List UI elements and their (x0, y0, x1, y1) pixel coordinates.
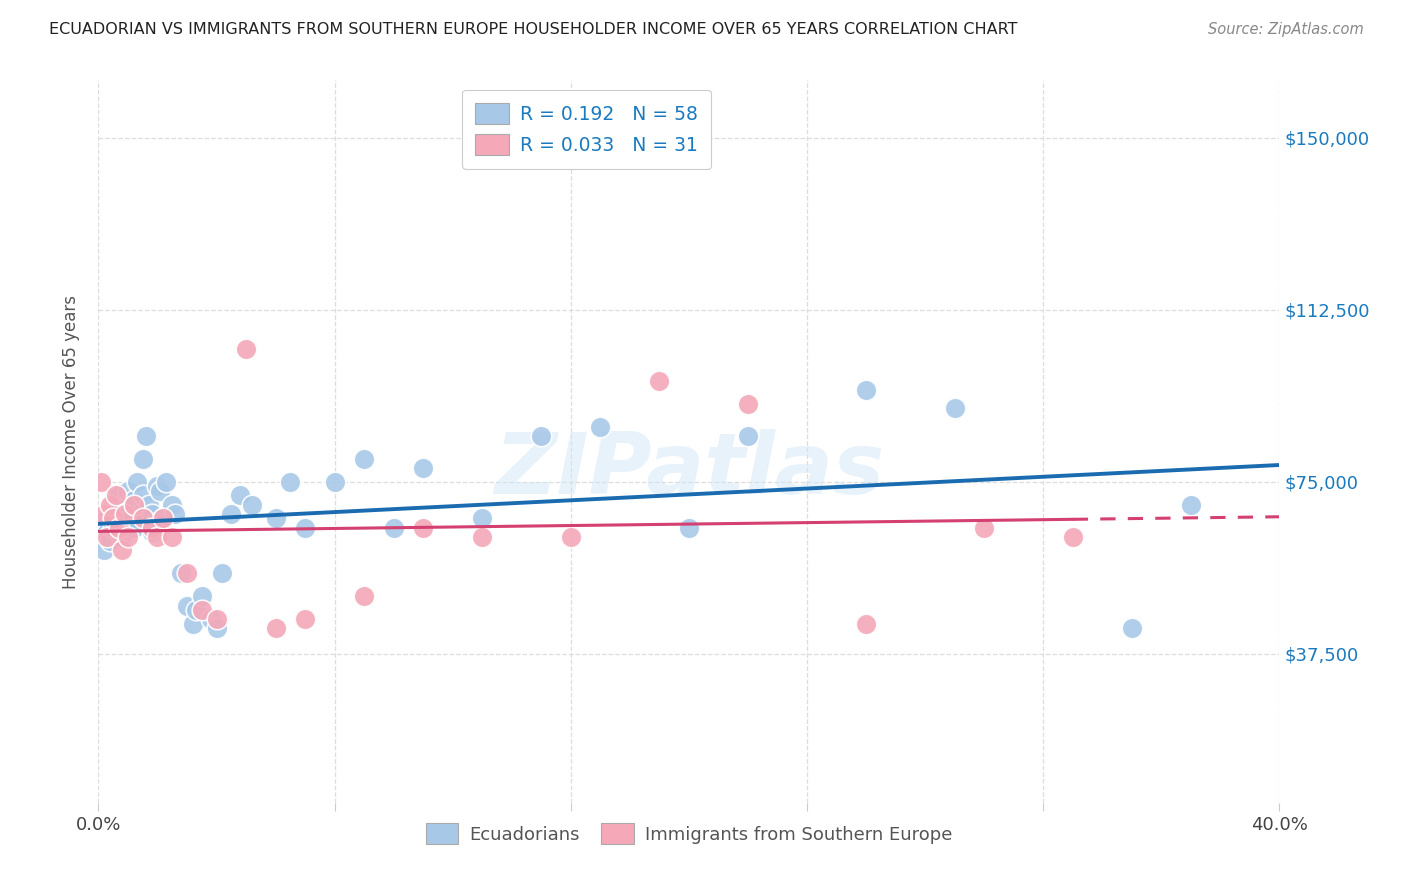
Point (943, 401, 966, 416)
Point (132, 451, 155, 466)
Point (205, 622, 228, 636)
Point (184, 603, 207, 617)
Point (240, 498, 263, 512)
Point (146, 479, 169, 493)
Point (294, 612, 316, 626)
Point (170, 566, 193, 581)
Point (111, 516, 134, 530)
Point (96, 511, 118, 525)
Point (93, 507, 115, 521)
Point (412, 520, 434, 534)
Point (114, 507, 136, 521)
Point (108, 488, 131, 502)
Point (105, 488, 128, 502)
Point (103, 507, 125, 521)
Point (93, 543, 115, 558)
Point (471, 511, 494, 525)
Point (382, 520, 405, 534)
Point (205, 612, 228, 626)
Y-axis label: Householder Income Over 65 years: Householder Income Over 65 years (62, 294, 80, 589)
Point (117, 483, 139, 498)
Point (471, 530, 494, 544)
Point (122, 520, 145, 534)
Point (191, 603, 214, 617)
Point (200, 612, 222, 626)
Point (138, 498, 160, 512)
Point (855, 383, 877, 397)
Point (111, 543, 134, 558)
Point (111, 530, 134, 544)
Point (103, 511, 125, 525)
Point (162, 530, 183, 544)
Point (737, 397, 759, 411)
Point (117, 530, 139, 544)
Point (229, 488, 252, 502)
Point (105, 498, 128, 512)
Point (146, 530, 169, 544)
Point (98, 498, 121, 512)
Point (221, 507, 243, 521)
Point (648, 374, 671, 388)
Point (530, 429, 553, 443)
Point (211, 566, 233, 581)
Point (152, 511, 174, 525)
Point (165, 507, 187, 521)
Point (264, 622, 287, 636)
Point (108, 520, 131, 534)
Point (135, 429, 157, 443)
Point (264, 511, 287, 525)
Legend: Ecuadorians, Immigrants from Southern Europe: Ecuadorians, Immigrants from Southern Eu… (419, 816, 959, 852)
Point (280, 475, 302, 489)
Point (589, 419, 612, 434)
Point (323, 475, 346, 489)
Text: Source: ZipAtlas.com: Source: ZipAtlas.com (1208, 22, 1364, 37)
Point (1062, 530, 1084, 544)
Point (181, 616, 204, 631)
Point (128, 507, 150, 521)
Point (98, 534, 121, 549)
Point (191, 590, 214, 604)
Point (176, 566, 198, 581)
Point (96, 525, 118, 540)
Point (149, 483, 172, 498)
Point (90, 475, 112, 489)
Point (114, 502, 136, 516)
Point (141, 525, 163, 540)
Point (152, 511, 174, 525)
Point (132, 488, 155, 502)
Point (1180, 498, 1202, 512)
Point (155, 475, 177, 489)
Point (678, 520, 700, 534)
Point (125, 475, 148, 489)
Point (141, 507, 163, 521)
Point (560, 530, 582, 544)
Point (737, 429, 759, 443)
Point (90, 530, 112, 544)
Point (176, 599, 198, 613)
Point (132, 511, 155, 525)
Point (1121, 622, 1143, 636)
Text: ZIPatlas: ZIPatlas (494, 429, 884, 512)
Point (96, 530, 118, 544)
Point (412, 461, 434, 475)
Point (353, 451, 375, 466)
Text: ECUADORIAN VS IMMIGRANTS FROM SOUTHERN EUROPE HOUSEHOLDER INCOME OVER 65 YEARS C: ECUADORIAN VS IMMIGRANTS FROM SOUTHERN E… (49, 22, 1018, 37)
Point (141, 520, 163, 534)
Point (294, 520, 316, 534)
Point (122, 498, 145, 512)
Point (235, 342, 257, 356)
Point (103, 520, 125, 534)
Point (120, 511, 142, 525)
Point (162, 498, 183, 512)
Point (855, 616, 877, 631)
Point (973, 520, 995, 534)
Point (353, 590, 375, 604)
Point (122, 493, 145, 508)
Point (143, 516, 166, 530)
